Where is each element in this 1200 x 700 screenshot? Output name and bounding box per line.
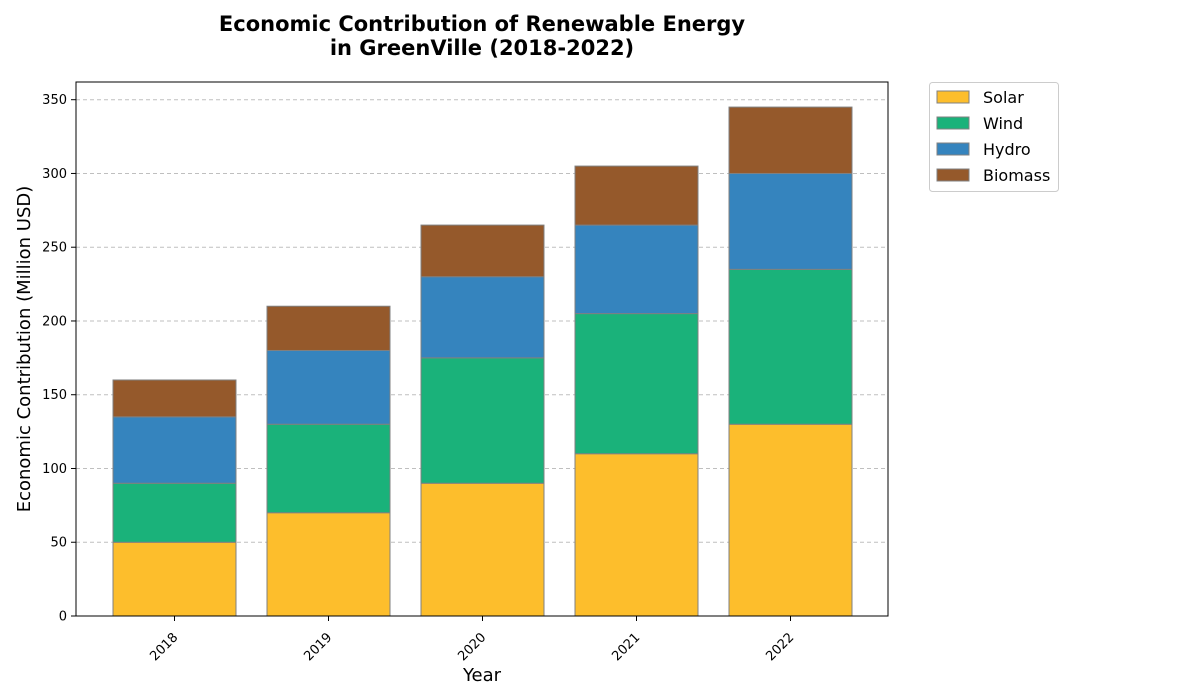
legend-swatch-solar: [936, 90, 970, 104]
bar-biomass-2022: [728, 106, 853, 174]
bar-hydro-2021: [574, 224, 699, 315]
y-tick-label: 100: [42, 462, 67, 477]
bar-wind-2018: [112, 482, 237, 543]
legend-swatch-biomass: [936, 168, 970, 182]
bars: [112, 106, 853, 617]
y-tick-label: 0: [59, 610, 67, 625]
bar-solar-2021: [574, 453, 699, 617]
y-tick-label: 200: [42, 314, 67, 329]
x-tick-label: 2019: [301, 630, 335, 664]
legend-swatch-wind: [936, 116, 970, 130]
bar-solar-2018: [112, 541, 237, 617]
legend-frame: [929, 82, 1059, 192]
chart-title-line-1: Economic Contribution of Renewable Energ…: [219, 12, 745, 36]
bar-solar-2022: [728, 423, 853, 617]
x-axis-label: Year: [462, 665, 502, 686]
legend: Solar Wind Hydro Biomass: [929, 82, 1059, 192]
y-tick-label: 350: [42, 93, 67, 108]
legend-label-wind: Wind: [983, 114, 1023, 133]
bar-biomass-2018: [112, 379, 237, 418]
x-axis-ticks: 2018 2019 2020 2021 2022: [147, 616, 797, 664]
x-tick-label: 2021: [609, 630, 643, 664]
legend-label-solar: Solar: [983, 88, 1024, 107]
bar-wind-2021: [574, 313, 699, 455]
legend-swatch-hydro: [936, 142, 970, 156]
y-tick-label: 150: [42, 388, 67, 403]
bar-hydro-2019: [266, 349, 391, 425]
y-axis-label: Economic Contribution (Million USD): [14, 186, 35, 513]
y-tick-label: 300: [42, 167, 67, 182]
x-tick-label: 2022: [763, 630, 797, 664]
bar-biomass-2019: [266, 305, 391, 351]
chart-title-line-2: in GreenVille (2018-2022): [330, 36, 634, 60]
x-tick-label: 2020: [455, 630, 489, 664]
chart-title: Economic Contribution of Renewable Energ…: [219, 12, 745, 60]
legend-label-hydro: Hydro: [983, 140, 1031, 159]
bar-biomass-2021: [574, 165, 699, 226]
x-tick-label: 2018: [147, 630, 181, 664]
legend-label-biomass: Biomass: [983, 166, 1050, 185]
y-tick-label: 50: [50, 536, 67, 551]
bar-hydro-2018: [112, 416, 237, 484]
bar-solar-2019: [266, 512, 391, 617]
y-tick-label: 250: [42, 241, 67, 256]
y-axis-ticks: 0 50 100 150 200 250 300 350: [42, 93, 76, 625]
bar-biomass-2020: [420, 224, 545, 278]
bar-hydro-2022: [728, 172, 853, 270]
bar-hydro-2020: [420, 276, 545, 359]
bar-wind-2022: [728, 268, 853, 425]
bar-wind-2019: [266, 423, 391, 514]
bar-solar-2020: [420, 482, 545, 617]
bar-wind-2020: [420, 357, 545, 484]
